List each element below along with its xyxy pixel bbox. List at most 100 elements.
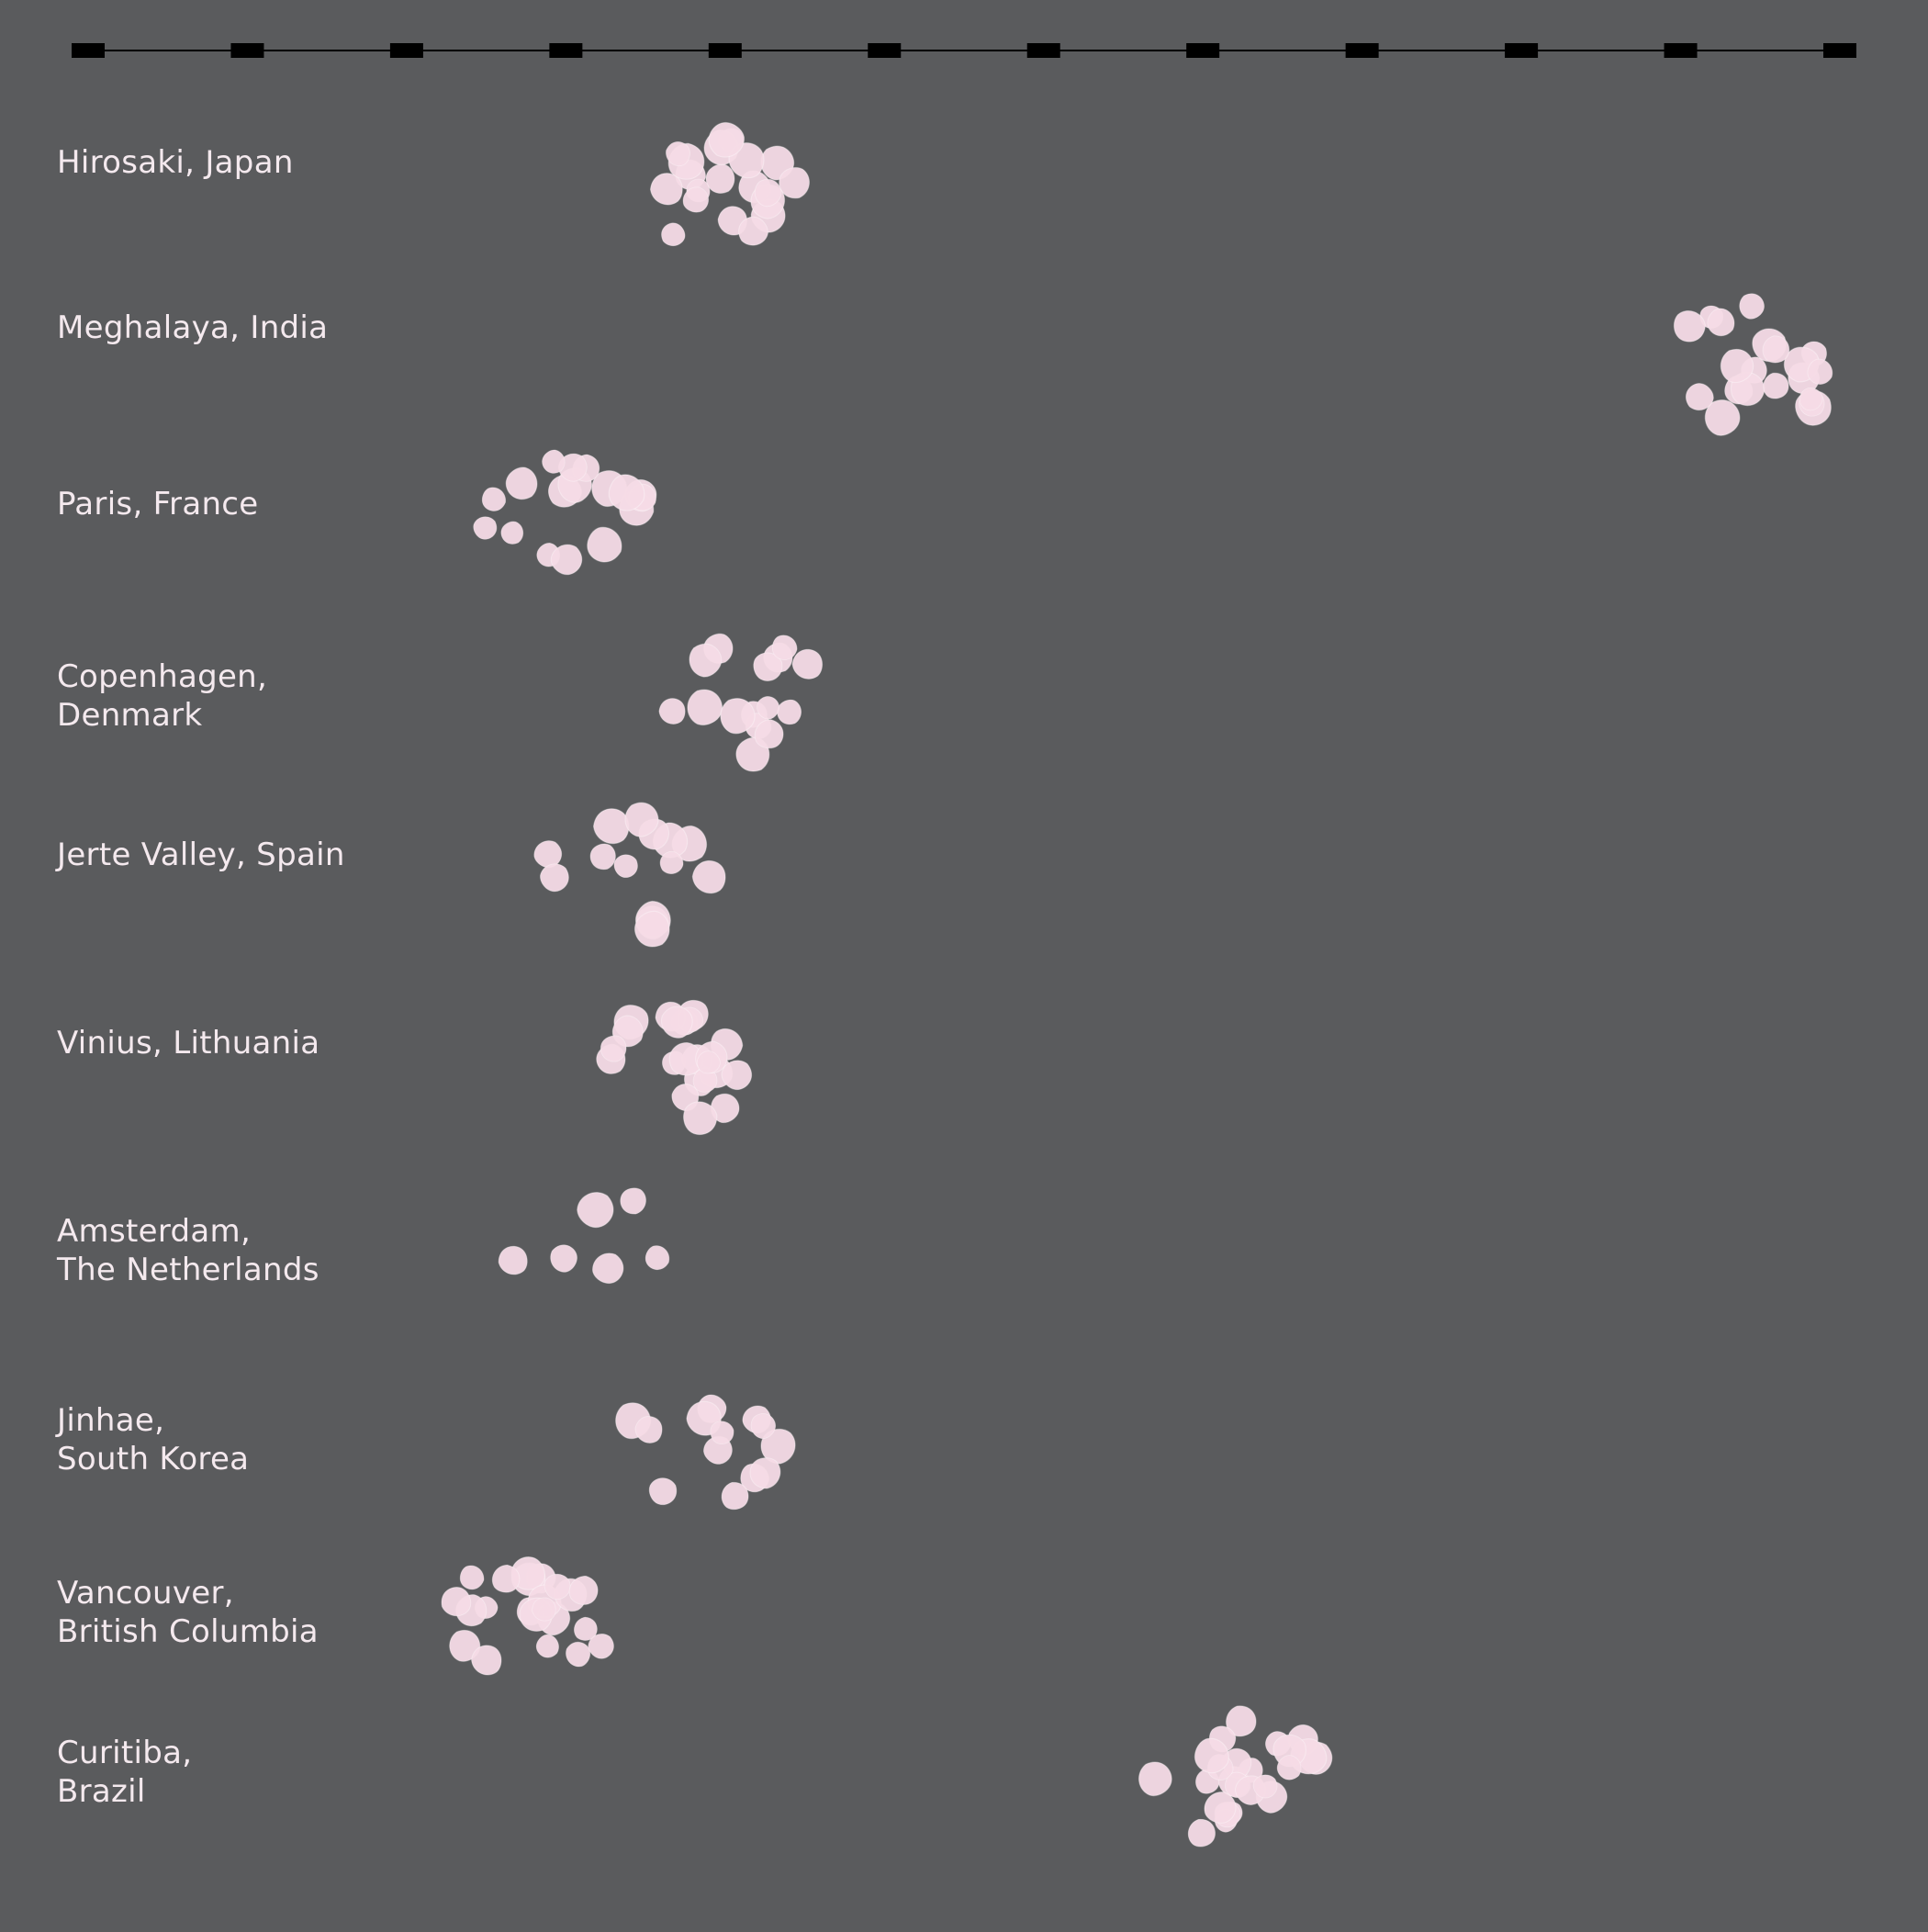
petal-icon	[1762, 335, 1790, 364]
petal-icon	[500, 521, 524, 545]
petal-icon	[588, 1633, 614, 1659]
petal-icon	[1673, 310, 1707, 343]
x-axis-tick	[230, 43, 264, 58]
petal-icon	[449, 1629, 481, 1662]
petal-icon	[1799, 388, 1823, 411]
petal-cluster	[498, 1187, 670, 1285]
x-axis-tick	[1186, 43, 1220, 58]
petal-icon	[510, 1556, 545, 1590]
petal-icon	[1707, 308, 1735, 337]
location-label: Curitiba, Brazil	[57, 1735, 193, 1810]
petal-icon	[705, 163, 735, 194]
location-label: Jinhae, South Korea	[57, 1402, 250, 1477]
petal-icon	[1763, 372, 1789, 399]
petal-icon	[542, 449, 566, 474]
petal-cluster	[473, 449, 657, 576]
petal-icon	[697, 1050, 721, 1074]
petal-icon	[1720, 348, 1754, 384]
petal-icon	[471, 1645, 502, 1676]
petal-icon	[648, 1477, 678, 1506]
petal-icon	[577, 1192, 614, 1229]
petal-icon	[721, 1481, 749, 1511]
petal-cluster	[596, 999, 753, 1136]
petal-icon	[754, 178, 782, 208]
petal-icon	[687, 689, 723, 726]
petal-icon	[649, 173, 683, 206]
petal-icon	[658, 698, 686, 724]
location-label: Vancouver, British Columbia	[57, 1575, 319, 1650]
petal-icon	[592, 808, 630, 845]
location-label: Vinius, Lithuania	[57, 1025, 320, 1061]
petal-icon	[459, 1565, 485, 1590]
petal-icon	[550, 544, 583, 576]
petal-icon	[661, 222, 686, 247]
location-label: Copenhagen, Denmark	[57, 658, 268, 734]
petal-cluster	[441, 1556, 614, 1676]
petal-icon	[760, 1428, 796, 1465]
petal-icon	[1204, 1792, 1237, 1824]
petal-icon	[689, 643, 723, 678]
petal-icon	[750, 1413, 777, 1440]
location-label: Amsterdam, The Netherlands	[57, 1213, 319, 1288]
petal-cluster	[1138, 1705, 1333, 1848]
petal-icon	[491, 1564, 521, 1593]
petal-icon	[660, 1005, 693, 1039]
petal-icon	[1138, 1761, 1172, 1797]
petal-icon	[692, 1067, 718, 1093]
petal-icon	[620, 1187, 646, 1215]
petal-icon	[645, 1245, 670, 1270]
petal-icon	[574, 1616, 598, 1641]
petal-icon	[540, 863, 569, 893]
petal-icon	[600, 1035, 627, 1062]
petal-icon	[659, 851, 684, 874]
petal-icon	[481, 487, 506, 511]
petal-icon	[708, 121, 745, 158]
petal-cluster	[533, 802, 726, 948]
petal-icon	[710, 1421, 734, 1445]
location-label: Hirosaki, Japan	[57, 144, 294, 181]
petal-icon	[777, 699, 802, 725]
petal-icon	[634, 1416, 663, 1443]
petal-icon	[589, 843, 616, 871]
petal-icon	[532, 1597, 556, 1622]
x-axis-tick	[549, 43, 583, 58]
petal-icon	[749, 1457, 781, 1489]
petal-icon	[557, 453, 588, 482]
petal-icon	[720, 698, 756, 735]
location-label: Meghalaya, India	[57, 309, 329, 346]
petal-icon	[566, 1641, 591, 1668]
petal-cluster	[649, 121, 810, 247]
location-label: Paris, France	[57, 486, 259, 522]
petal-icon	[441, 1587, 472, 1617]
petal-icon	[1187, 1818, 1216, 1848]
petal-icon	[771, 635, 798, 660]
petal-icon	[666, 140, 690, 167]
x-axis-tick	[389, 43, 423, 58]
x-axis-tick	[1664, 43, 1698, 58]
petal-icon	[1226, 1705, 1257, 1737]
petal-icon	[1276, 1755, 1302, 1780]
petal-icon	[498, 1245, 528, 1275]
petal-icon	[682, 186, 710, 213]
petal-icon	[613, 854, 638, 879]
petal-icon	[592, 1252, 624, 1285]
x-axis-tick	[1345, 43, 1379, 58]
petal-icon	[473, 516, 498, 540]
petal-icon	[754, 719, 784, 749]
petal-icon	[533, 840, 563, 869]
petal-icon	[550, 1244, 577, 1273]
petal-cluster	[615, 1394, 796, 1511]
petal-icon	[587, 526, 622, 563]
petal-icon	[1194, 1737, 1229, 1774]
petal-icon	[624, 802, 659, 837]
petal-icon	[633, 910, 670, 948]
location-label: Jerte Valley, Spain	[57, 837, 345, 873]
x-axis-tick	[72, 43, 105, 58]
petal-icon	[1252, 1774, 1278, 1799]
x-axis-tick	[1026, 43, 1060, 58]
x-axis-tick	[868, 43, 902, 58]
petal-cluster	[658, 633, 824, 772]
petal-cluster	[1673, 293, 1833, 436]
petal-icon	[1685, 383, 1714, 411]
